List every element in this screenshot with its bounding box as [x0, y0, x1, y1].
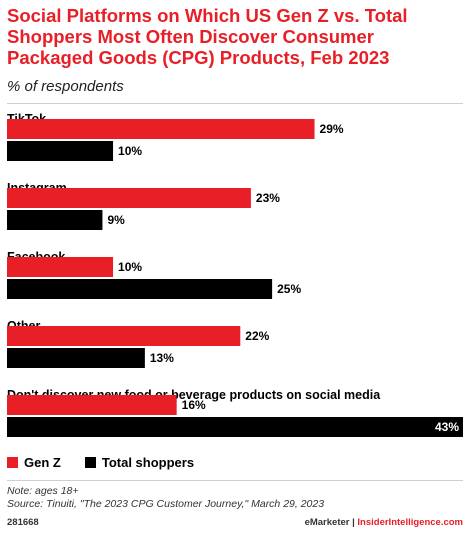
bar-gen-z-instagram: [7, 188, 251, 208]
note-text: Note: ages 18+: [7, 485, 79, 497]
bar-gen-z-don-t-discover-new-food-: [7, 395, 177, 415]
brand-emarketer: eMarketer: [304, 517, 350, 528]
brand-separator: |: [349, 517, 358, 528]
bar-gen-z-tiktok: [7, 119, 315, 139]
value-label-total-shoppers-other: 13%: [150, 351, 174, 365]
value-label-gen-z-instagram: 23%: [256, 191, 280, 205]
notes: Note: ages 18+ Source: Tinuiti, "The 202…: [7, 485, 324, 511]
value-label-gen-z-facebook: 10%: [118, 260, 142, 274]
footer: 281668 eMarketer | InsiderIntelligence.c…: [7, 517, 463, 528]
chart-subtitle: % of respondents: [7, 78, 124, 95]
legend-item-total: Total shoppers: [84, 455, 195, 470]
top-divider: [7, 103, 463, 104]
bar-chart: TikTok29%10%Instagram23%9%Facebook10%25%…: [7, 112, 463, 437]
bar-total-shoppers-facebook: [7, 279, 273, 299]
bar-total-shoppers-instagram: [7, 210, 103, 230]
legend-swatch-total: [84, 457, 96, 468]
brand-insider-intelligence: InsiderIntelligence.com: [357, 517, 463, 528]
bar-total-shoppers-tiktok: [7, 141, 114, 161]
legend-swatch-gen-z: [7, 457, 18, 468]
value-label-total-shoppers-don-t-discover-new-food-: 43%: [435, 420, 459, 434]
legend-label-total: Total shoppers: [101, 455, 195, 470]
legend-item-gen-z: Gen Z: [7, 455, 61, 470]
value-label-total-shoppers-facebook: 25%: [277, 282, 301, 296]
bottom-divider: [7, 480, 463, 481]
chart-title: Social Platforms on Which US Gen Z vs. T…: [7, 5, 408, 68]
source-text: Source: Tinuiti, "The 2023 CPG Customer …: [7, 498, 325, 510]
bar-gen-z-facebook: [7, 257, 114, 277]
legend: Gen Z Total shoppers: [7, 455, 194, 470]
chart-id: 281668: [7, 517, 39, 528]
value-label-total-shoppers-tiktok: 10%: [118, 144, 142, 158]
bar-gen-z-other: [7, 326, 241, 346]
bar-total-shoppers-don-t-discover-new-food-: [7, 417, 463, 437]
value-label-gen-z-other: 22%: [245, 329, 269, 343]
value-label-gen-z-don-t-discover-new-food-: 16%: [182, 398, 206, 412]
footer-brand: eMarketer | InsiderIntelligence.com: [305, 517, 463, 528]
value-label-gen-z-tiktok: 29%: [320, 122, 344, 136]
legend-label-gen-z: Gen Z: [24, 455, 61, 470]
value-label-total-shoppers-instagram: 9%: [107, 213, 125, 227]
bar-total-shoppers-other: [7, 348, 145, 368]
